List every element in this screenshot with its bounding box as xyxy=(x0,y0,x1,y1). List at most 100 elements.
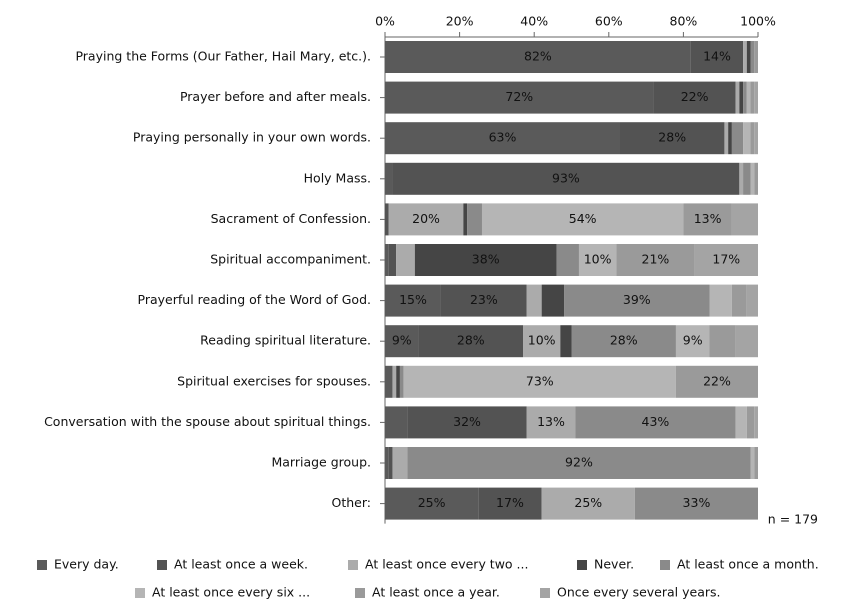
bar-segment xyxy=(616,244,695,276)
legend-label: At least once every six ... xyxy=(152,585,310,600)
bar-segment xyxy=(728,122,732,155)
bar-segment xyxy=(385,365,393,398)
bar-segment xyxy=(385,162,393,195)
x-tick-label: 100% xyxy=(740,14,776,29)
data-label: 73% xyxy=(526,373,554,388)
data-label: 17% xyxy=(712,252,740,267)
x-tick-label: 60% xyxy=(595,14,623,29)
data-label: 13% xyxy=(537,414,565,429)
data-label: 63% xyxy=(489,130,517,145)
bar-segment xyxy=(743,162,751,195)
y-tick-label: Spiritual accompaniment. xyxy=(210,252,371,267)
data-label: 28% xyxy=(658,130,686,145)
bar-segment xyxy=(683,203,732,236)
data-label: 15% xyxy=(399,292,427,307)
data-label: 43% xyxy=(642,414,670,429)
bar-segment xyxy=(541,284,565,317)
data-label: 82% xyxy=(524,49,552,64)
data-label: 25% xyxy=(574,495,602,510)
bar-segment xyxy=(754,447,758,479)
legend-label: At least once a month. xyxy=(677,557,819,572)
bar-segment xyxy=(754,41,758,73)
bar-segment xyxy=(385,244,389,276)
legend-swatch xyxy=(355,588,365,598)
bar-segment xyxy=(694,244,758,276)
bar-segment xyxy=(392,365,397,398)
data-label: 22% xyxy=(703,373,731,388)
data-label: 9% xyxy=(683,333,703,348)
data-label: 20% xyxy=(412,211,440,226)
data-label: 39% xyxy=(623,292,651,307)
bar-segment xyxy=(385,406,408,439)
bar-segment xyxy=(731,284,747,317)
bar-segment xyxy=(392,447,408,479)
bar-segment xyxy=(440,284,527,317)
data-label: 28% xyxy=(610,333,638,348)
bar-segment xyxy=(526,284,542,317)
bar-segment xyxy=(481,203,684,236)
data-label: 92% xyxy=(565,455,593,470)
data-label: 33% xyxy=(683,495,711,510)
y-tick-label: Sacrament of Confession. xyxy=(211,211,371,226)
y-tick-label: Marriage group. xyxy=(271,455,371,470)
bar-segment xyxy=(724,122,729,155)
bar-segment xyxy=(564,284,710,317)
bar-segment xyxy=(731,122,744,155)
bar-segment xyxy=(634,487,758,520)
bar-segment xyxy=(746,41,751,73)
data-label: 22% xyxy=(681,89,709,104)
data-label: 38% xyxy=(472,252,500,267)
bar-segment xyxy=(385,284,441,317)
data-label: 72% xyxy=(505,89,533,104)
bar-segment xyxy=(750,81,755,114)
bar-segment xyxy=(746,284,758,317)
x-tick-label: 80% xyxy=(670,14,698,29)
bar-segment xyxy=(388,203,464,236)
bar-segment xyxy=(385,81,654,114)
y-tick-label: Prayer before and after meals. xyxy=(180,89,371,104)
bar-segment xyxy=(414,244,557,276)
data-label: 32% xyxy=(453,414,481,429)
legend-swatch xyxy=(577,560,587,570)
bar-segment xyxy=(735,81,740,114)
bar-segment xyxy=(619,122,725,155)
bar-segment xyxy=(578,244,617,276)
bar-segment xyxy=(403,365,676,398)
bar-segment xyxy=(571,325,676,358)
bar-segment xyxy=(556,244,579,276)
data-label: 14% xyxy=(703,49,731,64)
bar-segment xyxy=(463,203,468,236)
bar-segment xyxy=(385,325,419,358)
bar-segment xyxy=(396,365,400,398)
bar-segment xyxy=(739,81,744,114)
bar-segment xyxy=(478,487,542,520)
data-label: 13% xyxy=(694,211,722,226)
sample-size: n = 179 xyxy=(768,512,818,527)
legend-label: Never. xyxy=(594,557,634,572)
legend-label: Once every several years. xyxy=(557,585,721,600)
bar-segment xyxy=(746,81,751,114)
bar-segment xyxy=(418,325,524,358)
legend-label: Every day. xyxy=(54,557,119,572)
legend-label: At least once every two ... xyxy=(365,557,528,572)
x-tick-label: 20% xyxy=(446,14,474,29)
bar-segment xyxy=(750,162,755,195)
bar-segment xyxy=(396,244,415,276)
bar-segment xyxy=(407,406,527,439)
y-tick-label: Holy Mass. xyxy=(304,170,371,185)
bar-segment xyxy=(750,122,755,155)
x-tick-label: 40% xyxy=(520,14,548,29)
bar-segment xyxy=(754,122,758,155)
legend-swatch xyxy=(348,560,358,570)
bar-segment xyxy=(754,406,758,439)
bar-segment xyxy=(735,406,747,439)
data-label: 21% xyxy=(642,252,670,267)
bar-segment xyxy=(746,406,755,439)
bar-segment xyxy=(731,203,758,236)
legend-swatch xyxy=(157,560,167,570)
data-label: 23% xyxy=(470,292,498,307)
bar-segment xyxy=(743,81,747,114)
bar-segment xyxy=(526,406,576,439)
data-label: 17% xyxy=(496,495,524,510)
